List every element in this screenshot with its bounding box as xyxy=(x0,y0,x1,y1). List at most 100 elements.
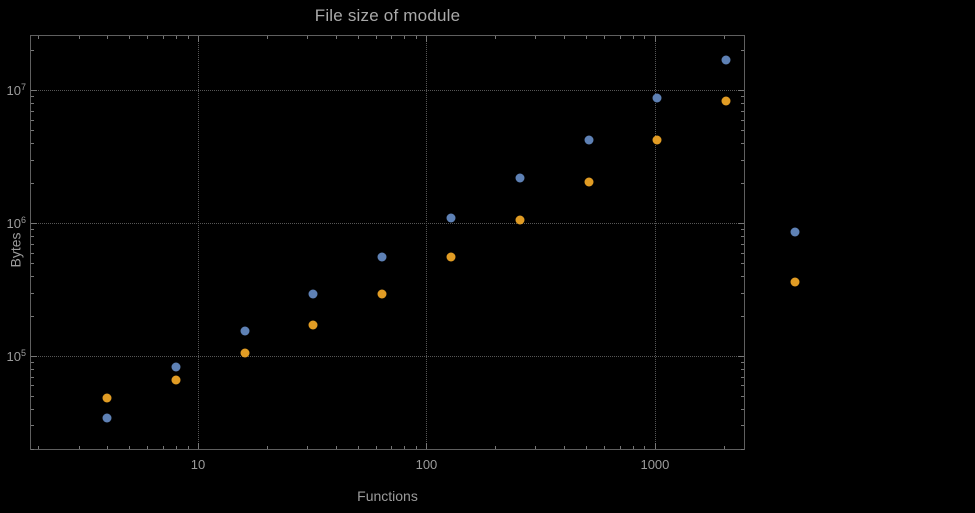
x-minor-tick-700-top xyxy=(619,36,621,39)
x-minor-tick-2-bottom xyxy=(38,446,40,449)
data-point-series-2-orange xyxy=(102,393,112,403)
data-point-series-1-blue xyxy=(790,227,800,237)
y-minor-tick-60000-left xyxy=(31,385,34,387)
data-point-series-1-blue xyxy=(240,326,250,336)
y-minor-tick-70000-left xyxy=(31,376,34,378)
x-minor-tick-9-top xyxy=(187,36,189,39)
data-point-series-1-blue xyxy=(171,362,181,372)
y-tick-label-10e7: 107 xyxy=(6,81,26,99)
x-minor-tick-90-bottom xyxy=(416,446,417,449)
x-major-tick-100-top xyxy=(426,36,428,42)
x-minor-tick-400-bottom xyxy=(564,446,566,449)
data-point-series-2-orange xyxy=(790,277,800,287)
x-minor-tick-7-top xyxy=(162,36,164,39)
y-tick-label-10e5: 105 xyxy=(6,347,26,365)
y-minor-tick-30000-right xyxy=(741,425,744,427)
y-minor-tick-6000000-right xyxy=(741,119,744,121)
y-minor-tick-800000-right xyxy=(741,235,744,237)
y-minor-tick-800000-left xyxy=(31,235,34,237)
x-axis-label: Functions xyxy=(357,488,418,504)
x-minor-tick-80-bottom xyxy=(404,446,406,449)
data-point-series-1-blue xyxy=(515,173,525,183)
x-minor-tick-300-top xyxy=(535,36,537,39)
y-minor-tick-4000000-right xyxy=(741,143,744,145)
x-minor-tick-700-bottom xyxy=(619,446,621,449)
x-minor-tick-600-bottom xyxy=(604,446,606,449)
x-minor-tick-4-top xyxy=(107,36,109,39)
y-minor-tick-50000-right xyxy=(741,395,744,397)
y-minor-tick-500000-right xyxy=(741,263,744,265)
data-point-series-1-blue xyxy=(308,289,318,299)
x-minor-tick-40-bottom xyxy=(335,446,337,449)
y-minor-tick-30000-left xyxy=(31,425,34,427)
y-minor-tick-400000-right xyxy=(741,275,744,277)
x-minor-tick-400-top xyxy=(564,36,566,39)
y-major-tick-100000-right xyxy=(738,355,744,357)
y-minor-tick-6000000-left xyxy=(31,119,34,121)
y-tick-label-10e6: 106 xyxy=(6,214,26,232)
x-minor-tick-5-bottom xyxy=(129,446,131,449)
x-minor-tick-70-top xyxy=(391,36,393,39)
y-minor-tick-60000-right xyxy=(741,385,744,387)
y-minor-tick-2000000-left xyxy=(31,183,34,185)
y-minor-tick-700000-right xyxy=(741,243,744,245)
x-minor-tick-500-bottom xyxy=(586,446,588,449)
data-point-series-2-orange xyxy=(240,348,250,358)
y-minor-tick-40000-right xyxy=(741,408,744,410)
data-point-series-1-blue xyxy=(446,213,456,223)
chart-title: File size of module xyxy=(314,6,461,25)
x-minor-tick-800-bottom xyxy=(632,446,634,449)
x-minor-tick-30-top xyxy=(306,36,308,39)
y-minor-tick-80000-right xyxy=(741,368,744,370)
y-minor-tick-9000000-right xyxy=(741,96,744,98)
gridline-y-10e7 xyxy=(30,90,745,92)
x-minor-tick-800-top xyxy=(632,36,634,39)
x-minor-tick-20-bottom xyxy=(266,446,268,449)
data-point-series-2-orange xyxy=(584,177,594,187)
y-minor-tick-500000-left xyxy=(31,263,34,265)
y-minor-tick-300000-left xyxy=(31,292,34,294)
y-minor-tick-900000-right xyxy=(741,229,744,231)
x-minor-tick-500-top xyxy=(586,36,588,39)
y-major-tick-10000000-left xyxy=(31,90,37,92)
x-minor-tick-30-bottom xyxy=(306,446,308,449)
x-tick-label-100: 100 xyxy=(415,457,438,472)
y-major-tick-10000000-right xyxy=(738,90,744,92)
y-major-tick-100000-left xyxy=(31,355,37,357)
x-major-tick-10-bottom xyxy=(197,443,199,449)
x-minor-tick-8-top xyxy=(175,36,177,39)
x-minor-tick-40-top xyxy=(335,36,337,39)
y-minor-tick-70000-right xyxy=(741,376,744,378)
y-minor-tick-20000000-right xyxy=(741,50,744,52)
x-minor-tick-70-bottom xyxy=(391,446,393,449)
y-minor-tick-900000-left xyxy=(31,229,34,231)
x-major-tick-100-bottom xyxy=(426,443,428,449)
y-minor-tick-700000-left xyxy=(31,243,34,245)
y-minor-tick-7000000-left xyxy=(31,110,34,112)
y-minor-tick-3000000-left xyxy=(31,159,34,161)
x-minor-tick-600-top xyxy=(604,36,606,39)
y-axis-label: Bytes xyxy=(7,232,24,268)
y-minor-tick-20000-left xyxy=(31,448,34,450)
y-minor-tick-4000000-left xyxy=(31,143,34,145)
y-minor-tick-90000-right xyxy=(741,362,744,364)
x-minor-tick-900-top xyxy=(644,36,646,39)
y-major-tick-1000000-left xyxy=(31,223,37,225)
data-point-series-2-orange xyxy=(515,215,525,225)
x-minor-tick-8-bottom xyxy=(175,446,177,449)
x-minor-tick-60-top xyxy=(375,36,377,39)
x-minor-tick-300-bottom xyxy=(535,446,537,449)
x-minor-tick-20-top xyxy=(266,36,268,39)
x-minor-tick-9-bottom xyxy=(187,446,189,449)
y-minor-tick-2000000-right xyxy=(741,183,744,185)
gridline-x-100 xyxy=(426,35,428,450)
y-minor-tick-7000000-right xyxy=(741,110,744,112)
x-minor-tick-6-top xyxy=(147,36,149,39)
y-minor-tick-20000000-left xyxy=(31,50,34,52)
x-minor-tick-2000-bottom xyxy=(723,446,725,449)
y-minor-tick-5000000-left xyxy=(31,130,34,132)
data-point-series-1-blue xyxy=(584,135,594,145)
y-minor-tick-20000-right xyxy=(741,448,744,450)
x-minor-tick-50-top xyxy=(357,36,359,39)
